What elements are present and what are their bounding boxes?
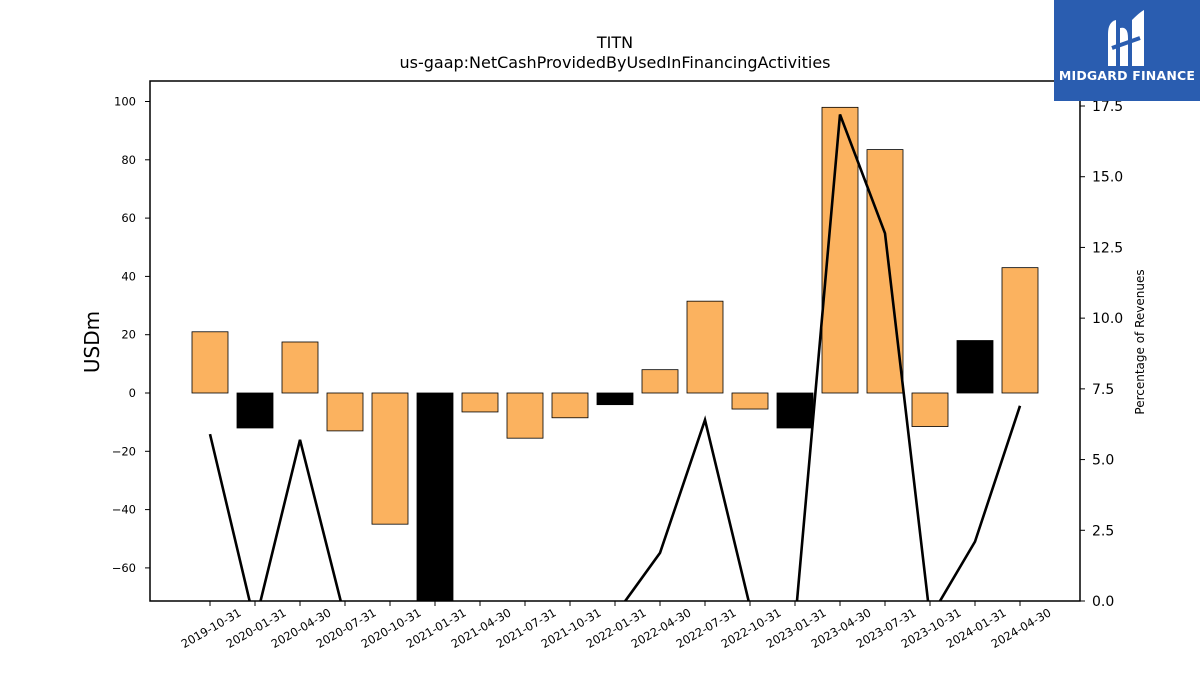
y2-tick-label: 12.5 <box>1092 240 1123 256</box>
chart-title: TITN <box>596 33 633 52</box>
y2-tick-label: 17.5 <box>1092 99 1123 115</box>
y-tick-label: −60 <box>112 561 136 575</box>
bar-2021-01-31 <box>416 392 454 601</box>
bar-2019-10-31 <box>191 331 229 394</box>
bar-2023-07-31 <box>866 149 904 394</box>
plot-frame <box>149 80 1081 602</box>
bar-2021-07-31 <box>506 392 544 439</box>
bar-2024-01-31 <box>956 340 994 394</box>
bar-2023-01-31 <box>776 392 814 429</box>
bars-group <box>191 106 1039 601</box>
y-tick-label: 80 <box>121 153 136 167</box>
bar-2022-10-31 <box>731 392 769 410</box>
bar-2023-10-31 <box>911 392 949 427</box>
bar-2020-01-31 <box>236 392 274 429</box>
bar-2024-04-30 <box>1001 267 1039 394</box>
y2-tick-label: 0.0 <box>1092 594 1114 610</box>
bar-2022-01-31 <box>596 392 634 406</box>
y-tick-label: −40 <box>112 503 136 517</box>
bar-2020-04-30 <box>281 341 319 394</box>
y-axis-label: USDm <box>80 311 104 373</box>
bar-2020-07-31 <box>326 392 364 432</box>
bar-2022-04-30 <box>641 369 679 394</box>
chart-subtitle: us-gaap:NetCashProvidedByUsedInFinancing… <box>399 53 830 72</box>
y2-tick-label: 2.5 <box>1092 523 1114 539</box>
y-tick-label: 100 <box>114 95 136 109</box>
y-tick-label: 40 <box>121 269 136 283</box>
brand-logo: MIDGARD FINANCE <box>1054 0 1200 101</box>
y-tick-label: 60 <box>121 211 136 225</box>
bar-2020-10-31 <box>371 392 409 525</box>
logo-mark-icon <box>1108 10 1144 66</box>
percentage-line <box>208 114 1022 601</box>
y-tick-label: 20 <box>121 328 136 342</box>
bar-2021-10-31 <box>551 392 589 419</box>
y2-tick-label: 7.5 <box>1092 382 1114 398</box>
y-tick-label: 0 <box>129 386 136 400</box>
y-tick-label: −20 <box>112 444 136 458</box>
y2-tick-label: 15.0 <box>1092 170 1123 186</box>
bar-2021-04-30 <box>461 392 499 413</box>
y2-tick-label: 10.0 <box>1092 311 1123 327</box>
bar-2022-07-31 <box>686 300 724 394</box>
y2-axis-label: Percentage of Revenues <box>1133 269 1147 414</box>
y2-tick-label: 5.0 <box>1092 453 1114 469</box>
line-group <box>208 114 1022 601</box>
logo-text: MIDGARD FINANCE <box>1058 68 1196 83</box>
